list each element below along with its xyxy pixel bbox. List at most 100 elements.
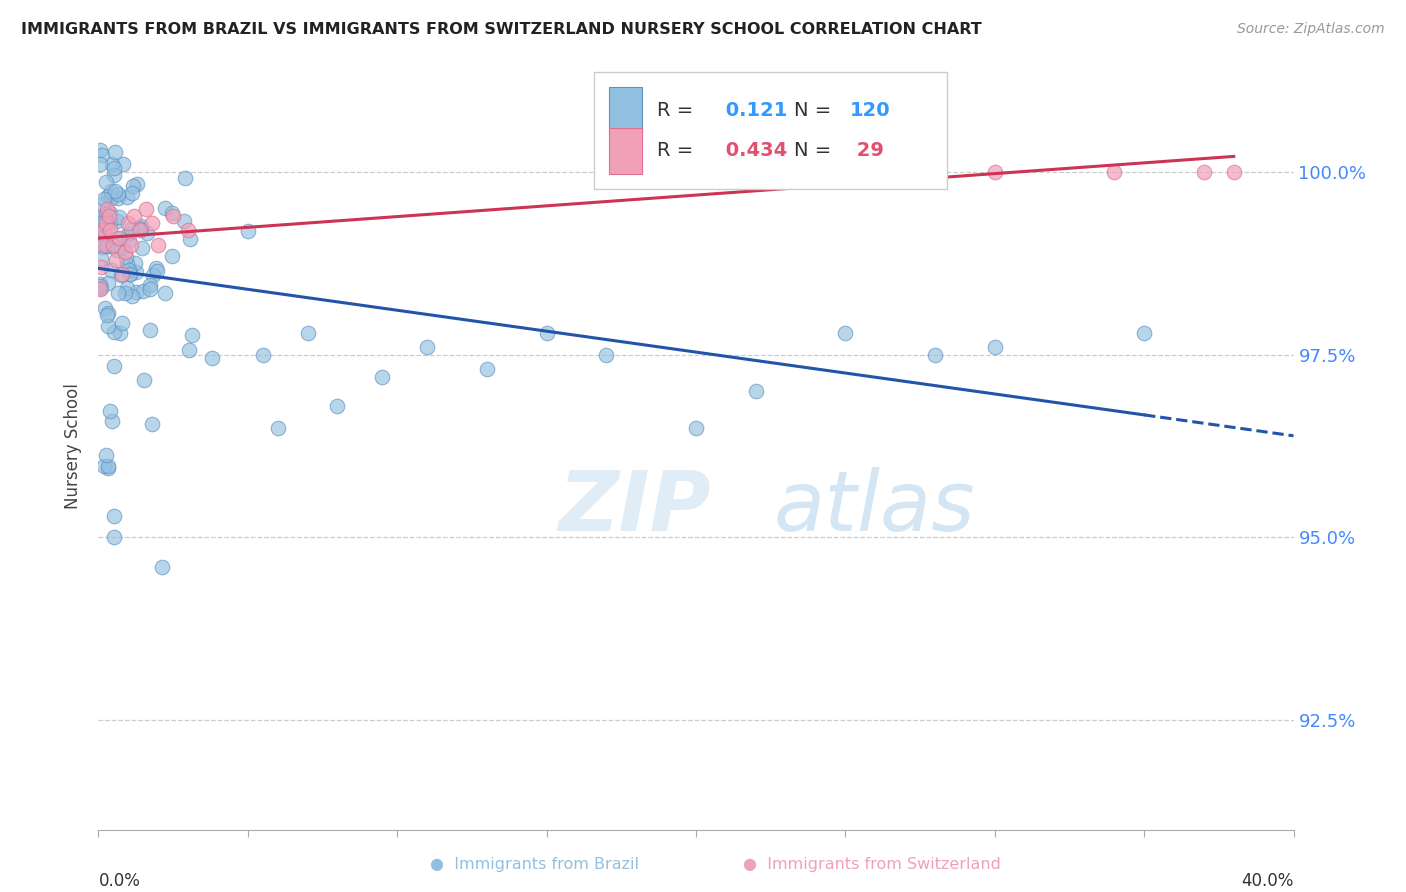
Point	[125, 265, 148, 279]
Point	[236, 224, 259, 238]
Text: 0.434: 0.434	[718, 141, 787, 161]
Point	[89, 282, 111, 296]
Point	[179, 232, 201, 246]
Point	[252, 348, 274, 362]
Text: 40.0%: 40.0%	[1241, 871, 1294, 889]
Point	[536, 326, 558, 340]
FancyBboxPatch shape	[609, 87, 643, 133]
Point	[96, 239, 118, 253]
Point	[103, 161, 125, 176]
Point	[107, 191, 129, 205]
Point	[120, 267, 142, 281]
Point	[90, 252, 112, 266]
FancyBboxPatch shape	[609, 128, 643, 174]
Point	[834, 165, 856, 179]
Point	[626, 165, 648, 179]
Point	[103, 169, 125, 183]
Point	[96, 239, 118, 253]
Point	[1133, 326, 1156, 340]
Point	[96, 202, 118, 216]
Point	[103, 530, 125, 544]
Point	[834, 326, 856, 340]
Point	[98, 206, 121, 220]
Point	[114, 245, 136, 260]
Point	[984, 340, 1007, 354]
Point	[115, 257, 138, 271]
Point	[181, 328, 204, 343]
Point	[120, 222, 142, 236]
FancyBboxPatch shape	[595, 71, 948, 189]
Point	[90, 228, 112, 243]
Point	[115, 250, 138, 264]
Point	[110, 268, 132, 282]
Text: R =: R =	[657, 101, 693, 120]
Point	[685, 421, 707, 435]
Point	[97, 189, 120, 203]
Text: N =: N =	[794, 101, 831, 120]
Text: IMMIGRANTS FROM BRAZIL VS IMMIGRANTS FROM SWITZERLAND NURSERY SCHOOL CORRELATION: IMMIGRANTS FROM BRAZIL VS IMMIGRANTS FRO…	[21, 22, 981, 37]
Point	[97, 238, 120, 252]
Point	[94, 207, 117, 221]
Point	[97, 306, 120, 320]
Point	[98, 403, 121, 417]
Point	[136, 226, 159, 240]
Text: Source: ZipAtlas.com: Source: ZipAtlas.com	[1237, 22, 1385, 37]
Text: atlas: atlas	[773, 467, 976, 548]
Point	[118, 263, 141, 277]
Point	[105, 252, 128, 267]
Point	[475, 362, 498, 376]
Point	[93, 223, 115, 237]
Point	[94, 301, 117, 316]
Point	[90, 218, 112, 232]
Point	[135, 202, 157, 216]
Point	[90, 260, 112, 274]
Point	[105, 214, 128, 228]
Point	[146, 263, 169, 277]
Point	[127, 177, 149, 191]
Point	[371, 369, 394, 384]
Point	[90, 240, 112, 254]
Point	[174, 170, 197, 185]
Point	[148, 238, 170, 252]
Point	[141, 417, 163, 431]
Point	[89, 143, 111, 157]
Point	[111, 241, 134, 255]
Point	[128, 220, 150, 235]
Point	[108, 231, 131, 245]
Point	[100, 156, 122, 170]
Point	[91, 238, 114, 252]
Text: 0.0%: 0.0%	[98, 871, 141, 889]
Point	[89, 157, 111, 171]
Text: R =: R =	[657, 141, 693, 161]
Point	[145, 260, 167, 275]
Point	[117, 216, 139, 230]
Point	[118, 267, 141, 281]
Point	[103, 238, 125, 252]
Point	[114, 286, 136, 301]
Text: 0.121: 0.121	[718, 101, 787, 120]
Point	[107, 186, 129, 201]
Y-axis label: Nursery School: Nursery School	[65, 383, 83, 509]
Point	[98, 223, 122, 237]
Point	[111, 316, 134, 330]
Point	[595, 348, 617, 362]
Point	[103, 509, 125, 524]
Point	[117, 227, 139, 241]
Point	[120, 238, 142, 252]
Point	[142, 268, 165, 282]
Point	[97, 318, 120, 333]
Point	[108, 210, 131, 224]
Point	[111, 268, 134, 282]
Point	[107, 286, 129, 301]
Point	[162, 209, 184, 223]
Text: ●  Immigrants from Brazil: ● Immigrants from Brazil	[430, 857, 638, 872]
Point	[96, 308, 118, 322]
Point	[93, 196, 115, 211]
Point	[155, 286, 177, 301]
Point	[100, 263, 122, 277]
Point	[177, 223, 200, 237]
Point	[89, 279, 111, 293]
Point	[129, 219, 152, 234]
Point	[89, 277, 111, 291]
Point	[93, 192, 115, 206]
